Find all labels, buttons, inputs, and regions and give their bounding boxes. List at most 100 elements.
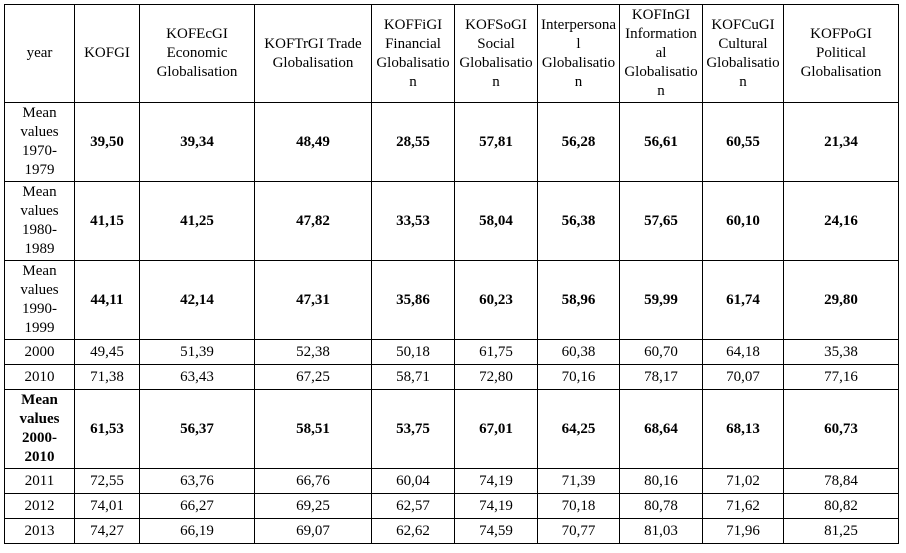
value-cell: 70,18	[537, 493, 620, 519]
value-cell: 67,01	[454, 389, 538, 469]
header-cell: KOFCuGI Cultural Globalisation	[702, 4, 784, 103]
value-cell: 74,19	[454, 493, 538, 519]
value-cell: 50,18	[371, 339, 455, 365]
table-row: Mean values 1970-1979 39,50 39,34 48,49 28,5…	[4, 102, 899, 182]
header-cell: KOFEcGI Economic Globalisation	[139, 4, 255, 103]
row-label: Mean values 2000-2010	[4, 389, 75, 469]
table-row: 2013 74,27 66,19 69,07 62,62 74,59 70,77 81,03 7…	[4, 518, 899, 544]
value-cell: 57,65	[619, 181, 703, 261]
value-cell: 74,27	[74, 518, 140, 544]
value-cell: 53,75	[371, 389, 455, 469]
row-label: 2000	[4, 339, 75, 365]
value-cell: 60,10	[702, 181, 784, 261]
value-cell: 58,51	[254, 389, 372, 469]
value-cell: 71,02	[702, 468, 784, 494]
value-cell: 70,77	[537, 518, 620, 544]
value-cell: 81,25	[783, 518, 899, 544]
row-label: Mean values 1980-1989	[4, 181, 75, 261]
value-cell: 44,11	[74, 260, 140, 340]
row-label: 2011	[4, 468, 75, 494]
table-header: year KOFGI KOFEcGI Economic Globalisation K…	[4, 4, 899, 103]
value-cell: 64,18	[702, 339, 784, 365]
value-cell: 35,38	[783, 339, 899, 365]
data-table: year KOFGI KOFEcGI Economic Globalisation K…	[4, 4, 899, 544]
value-cell: 72,80	[454, 364, 538, 390]
value-cell: 68,13	[702, 389, 784, 469]
value-cell: 60,23	[454, 260, 538, 340]
value-cell: 71,38	[74, 364, 140, 390]
value-cell: 60,04	[371, 468, 455, 494]
value-cell: 58,71	[371, 364, 455, 390]
value-cell: 29,80	[783, 260, 899, 340]
value-cell: 71,39	[537, 468, 620, 494]
row-label: Mean values 1970-1979	[4, 102, 75, 182]
row-label: 2012	[4, 493, 75, 519]
header-cell: KOFSoGI Social Globalisation	[454, 4, 538, 103]
table-body: Mean values 1970-1979 39,50 39,34 48,49 28,5…	[4, 102, 899, 544]
value-cell: 63,76	[139, 468, 255, 494]
value-cell: 60,73	[783, 389, 899, 469]
row-label: 2010	[4, 364, 75, 390]
table-row: 2010 71,38 63,43 67,25 58,71 72,80 70,16 78,17 7…	[4, 364, 899, 390]
value-cell: 62,62	[371, 518, 455, 544]
value-cell: 70,07	[702, 364, 784, 390]
value-cell: 81,03	[619, 518, 703, 544]
value-cell: 70,16	[537, 364, 620, 390]
row-label: 2013	[4, 518, 75, 544]
value-cell: 68,64	[619, 389, 703, 469]
value-cell: 66,76	[254, 468, 372, 494]
header-cell: KOFTrGI Trade Globalisation	[254, 4, 372, 103]
value-cell: 77,16	[783, 364, 899, 390]
value-cell: 39,50	[74, 102, 140, 182]
header-cell: KOFGI	[74, 4, 140, 103]
value-cell: 61,74	[702, 260, 784, 340]
value-cell: 56,37	[139, 389, 255, 469]
value-cell: 61,53	[74, 389, 140, 469]
value-cell: 71,96	[702, 518, 784, 544]
value-cell: 59,99	[619, 260, 703, 340]
header-cell: year	[4, 4, 75, 103]
value-cell: 64,25	[537, 389, 620, 469]
value-cell: 58,04	[454, 181, 538, 261]
table-row: 2000 49,45 51,39 52,38 50,18 61,75 60,38 60,70 6…	[4, 339, 899, 365]
value-cell: 57,81	[454, 102, 538, 182]
value-cell: 41,25	[139, 181, 255, 261]
value-cell: 74,01	[74, 493, 140, 519]
value-cell: 33,53	[371, 181, 455, 261]
table-row: 2011 72,55 63,76 66,76 60,04 74,19 71,39 80,16 7…	[4, 468, 899, 494]
value-cell: 71,62	[702, 493, 784, 519]
value-cell: 80,16	[619, 468, 703, 494]
value-cell: 74,59	[454, 518, 538, 544]
value-cell: 35,86	[371, 260, 455, 340]
value-cell: 24,16	[783, 181, 899, 261]
value-cell: 62,57	[371, 493, 455, 519]
header-row: year KOFGI KOFEcGI Economic Globalisation K…	[4, 4, 899, 103]
table-row: 2012 74,01 66,27 69,25 62,57 74,19 70,18 80,78 7…	[4, 493, 899, 519]
value-cell: 49,45	[74, 339, 140, 365]
value-cell: 41,15	[74, 181, 140, 261]
table-row: Mean values 1990-1999 44,11 42,14 47,31 35,8…	[4, 260, 899, 340]
value-cell: 66,19	[139, 518, 255, 544]
value-cell: 56,61	[619, 102, 703, 182]
value-cell: 80,82	[783, 493, 899, 519]
value-cell: 42,14	[139, 260, 255, 340]
value-cell: 74,19	[454, 468, 538, 494]
value-cell: 48,49	[254, 102, 372, 182]
value-cell: 28,55	[371, 102, 455, 182]
value-cell: 56,28	[537, 102, 620, 182]
table-row: Mean values 1980-1989 41,15 41,25 47,82 33,5…	[4, 181, 899, 261]
row-label: Mean values 1990-1999	[4, 260, 75, 340]
value-cell: 80,78	[619, 493, 703, 519]
value-cell: 78,84	[783, 468, 899, 494]
value-cell: 60,55	[702, 102, 784, 182]
header-cell: Interpersonal Globalisation	[537, 4, 620, 103]
value-cell: 58,96	[537, 260, 620, 340]
header-cell: KOFFiGI Financial Globalisation	[371, 4, 455, 103]
value-cell: 63,43	[139, 364, 255, 390]
value-cell: 47,82	[254, 181, 372, 261]
value-cell: 39,34	[139, 102, 255, 182]
value-cell: 69,07	[254, 518, 372, 544]
value-cell: 60,38	[537, 339, 620, 365]
value-cell: 69,25	[254, 493, 372, 519]
